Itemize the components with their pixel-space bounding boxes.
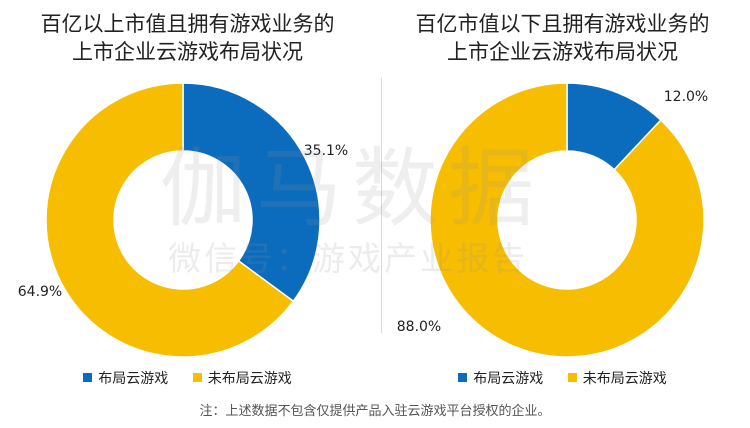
panel-divider: [381, 78, 382, 333]
chart-right-title-line1: 百亿市值以下且拥有游戏业务的: [415, 12, 710, 36]
chart-left-donut: 35.1% 64.9%: [18, 82, 348, 358]
donut-slice-not-deployed: [429, 82, 705, 358]
chart-right-title-line2: 上市企业云游戏布局状况: [447, 40, 678, 64]
chart-left-title-line2: 上市企业云游戏布局状况: [72, 40, 303, 64]
legend-item-not-deployed: 未布局云游戏: [192, 368, 292, 388]
chart-left: 百亿以上市值且拥有游戏业务的 上市企业云游戏布局状况 35.1% 64.9% 布局…: [0, 0, 375, 400]
data-label-deployed: 12.0%: [664, 89, 708, 105]
legend-swatch-deployed: [458, 373, 468, 382]
legend-label-not-deployed: 未布局云游戏: [582, 371, 667, 387]
chart-right-title: 百亿市值以下且拥有游戏业务的 上市企业云游戏布局状况: [375, 10, 750, 66]
data-label-not-deployed: 88.0%: [397, 319, 441, 335]
legend-swatch-deployed: [83, 373, 93, 382]
legend-label-deployed: 布局云游戏: [473, 371, 544, 387]
footnote: 注：上述数据不包含仅提供产品入驻云游戏平台授权的企业。: [199, 404, 551, 419]
chart-right: 百亿市值以下且拥有游戏业务的 上市企业云游戏布局状况 12.0% 88.0% 布局…: [375, 0, 750, 400]
legend-label-not-deployed: 未布局云游戏: [207, 371, 292, 387]
donut-slice-not-deployed: [45, 82, 295, 358]
data-label-not-deployed: 64.9%: [18, 284, 62, 300]
legend-swatch-not-deployed: [567, 373, 577, 382]
chart-left-title-line1: 百亿以上市值且拥有游戏业务的: [40, 12, 335, 36]
chart-right-donut: 12.0% 88.0%: [397, 82, 708, 358]
chart-right-legend: 布局云游戏 未布局云游戏: [375, 368, 750, 388]
legend-item-deployed: 布局云游戏: [458, 368, 543, 388]
legend-item-deployed: 布局云游戏: [83, 368, 168, 388]
legend-swatch-not-deployed: [192, 373, 202, 382]
legend-item-not-deployed: 未布局云游戏: [567, 368, 667, 388]
chart-left-legend: 布局云游戏 未布局云游戏: [0, 368, 375, 388]
data-label-deployed: 35.1%: [304, 143, 348, 159]
legend-label-deployed: 布局云游戏: [98, 371, 169, 387]
chart-left-title: 百亿以上市值且拥有游戏业务的 上市企业云游戏布局状况: [0, 10, 375, 66]
donut-slice-deployed: [182, 82, 321, 303]
